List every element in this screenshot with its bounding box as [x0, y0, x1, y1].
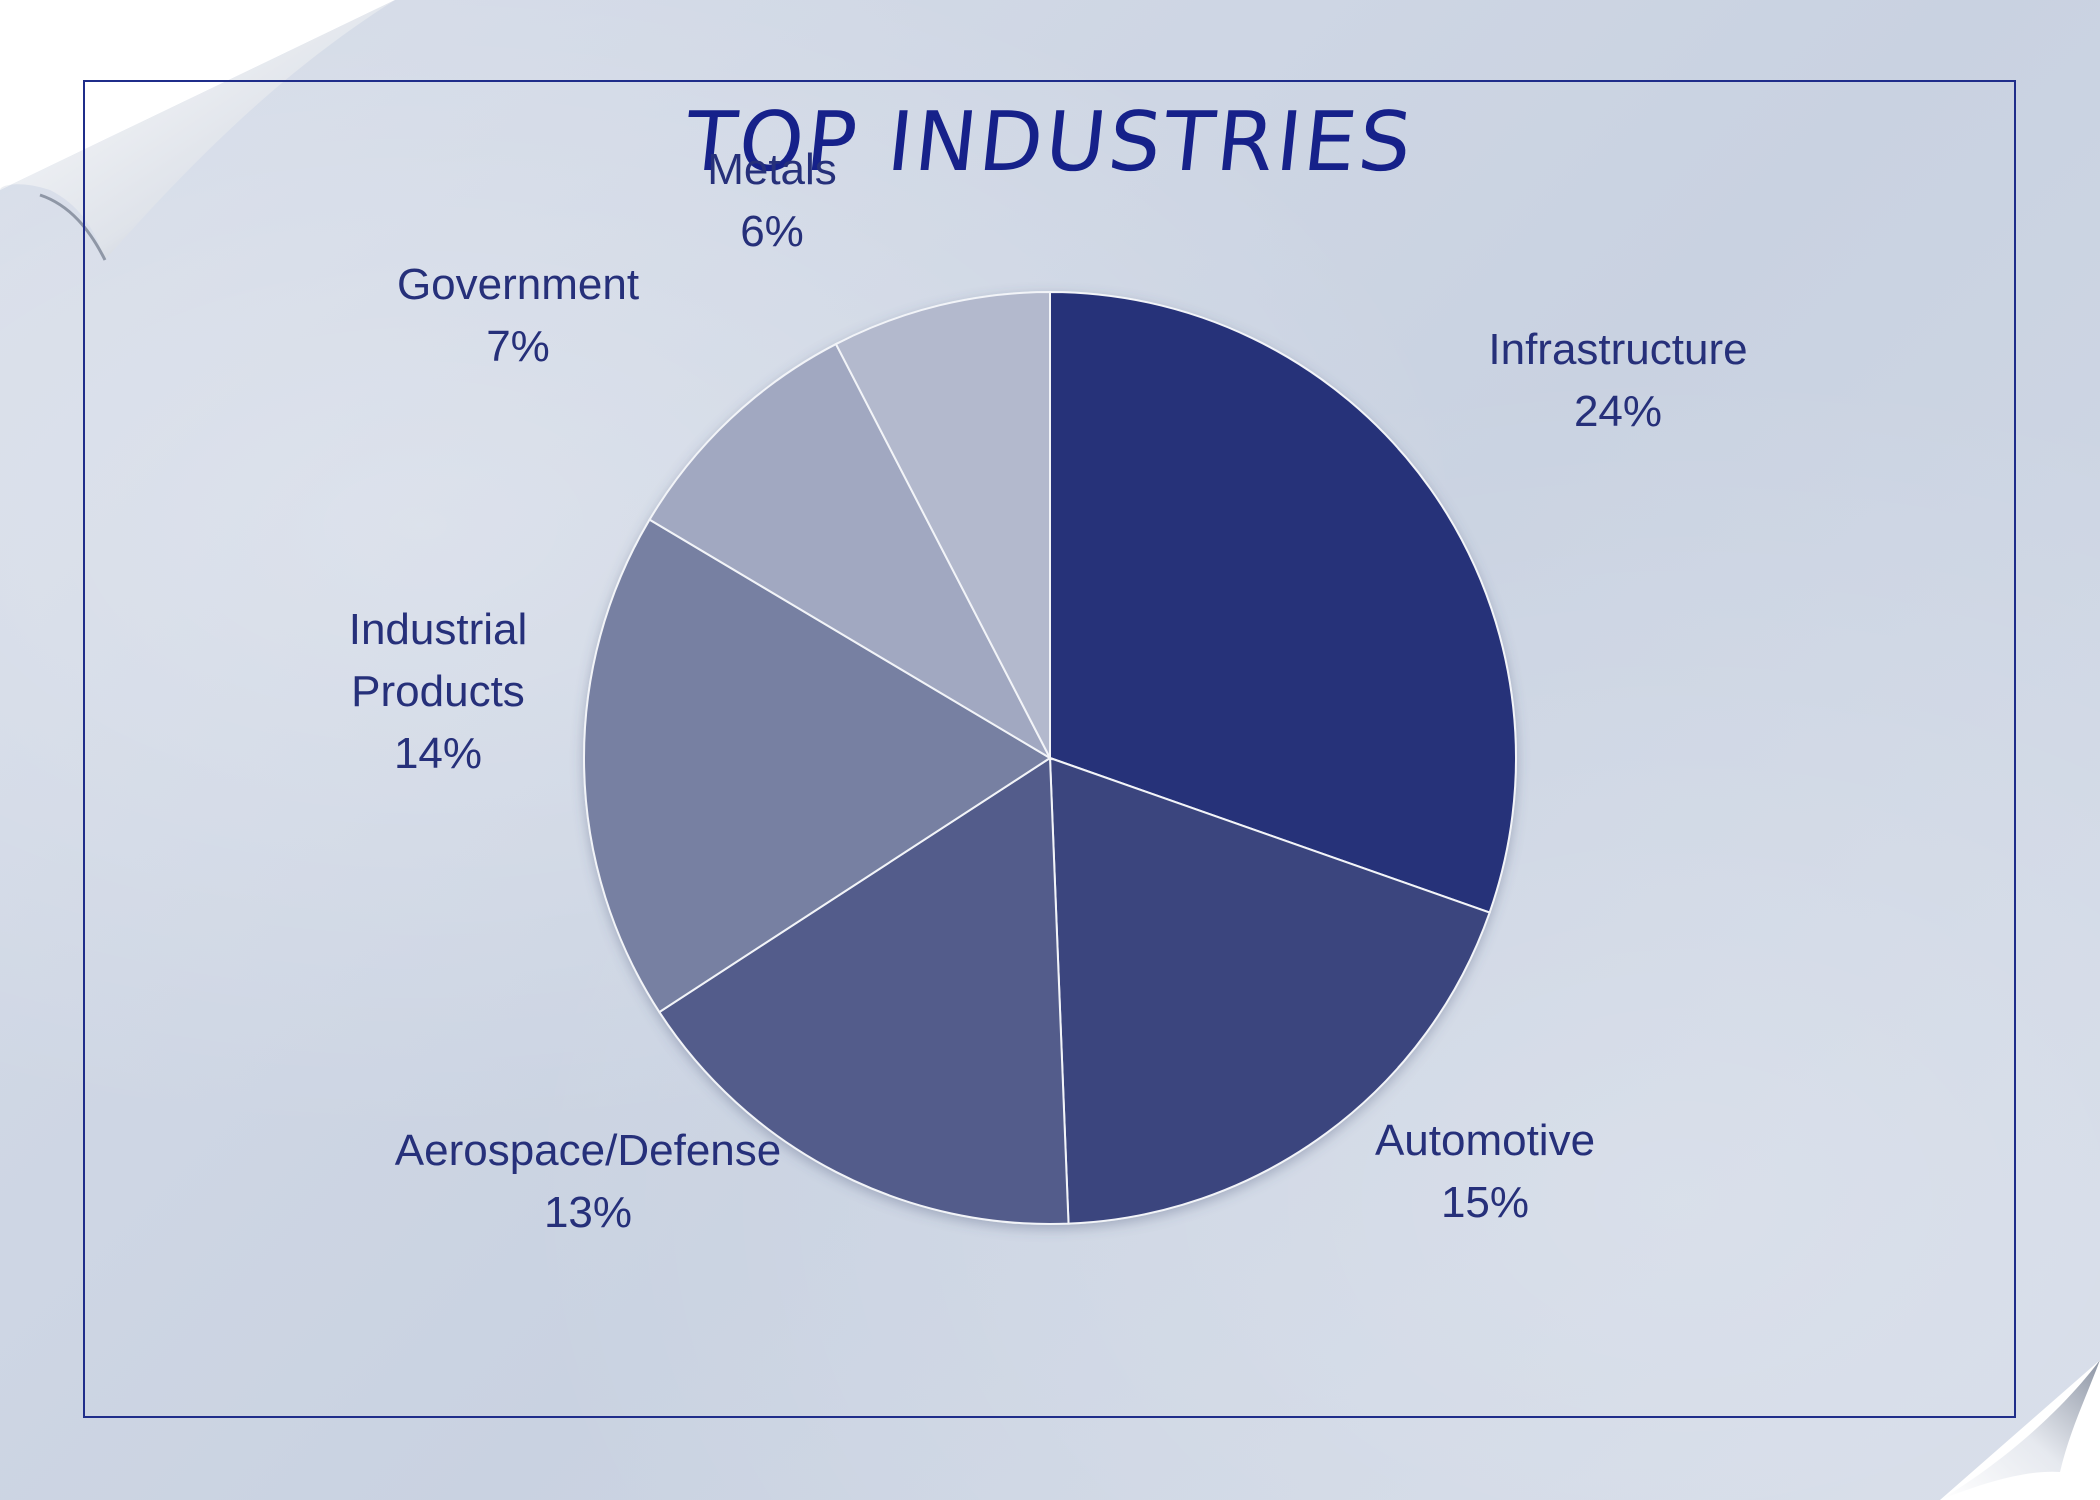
chart-frame [83, 80, 2016, 1418]
pie-slice-government [648, 342, 1053, 761]
data-label-infrastructure: Infrastructure 24% [1488, 325, 1747, 436]
page-curl-top-left [0, 0, 400, 300]
page-curl-bottom-right [1920, 1360, 2100, 1500]
data-label-automotive: Automotive 15% [1375, 1116, 1595, 1227]
pie-slice-automotive [1048, 756, 1491, 1225]
pie-slice-industrial-products [583, 518, 1052, 1014]
pie-slice-infrastructure [1049, 290, 1517, 914]
pie-slice-aerospace-defense [657, 756, 1070, 1225]
data-label-government: Government 7% [397, 260, 639, 371]
pie-slice-metals [834, 290, 1051, 759]
data-label-industrial-products: Industrial Products 14% [349, 605, 528, 778]
data-label-aerospace-defense: Aerospace/Defense 13% [395, 1126, 781, 1237]
data-label-metals: Metals 6% [707, 145, 837, 256]
